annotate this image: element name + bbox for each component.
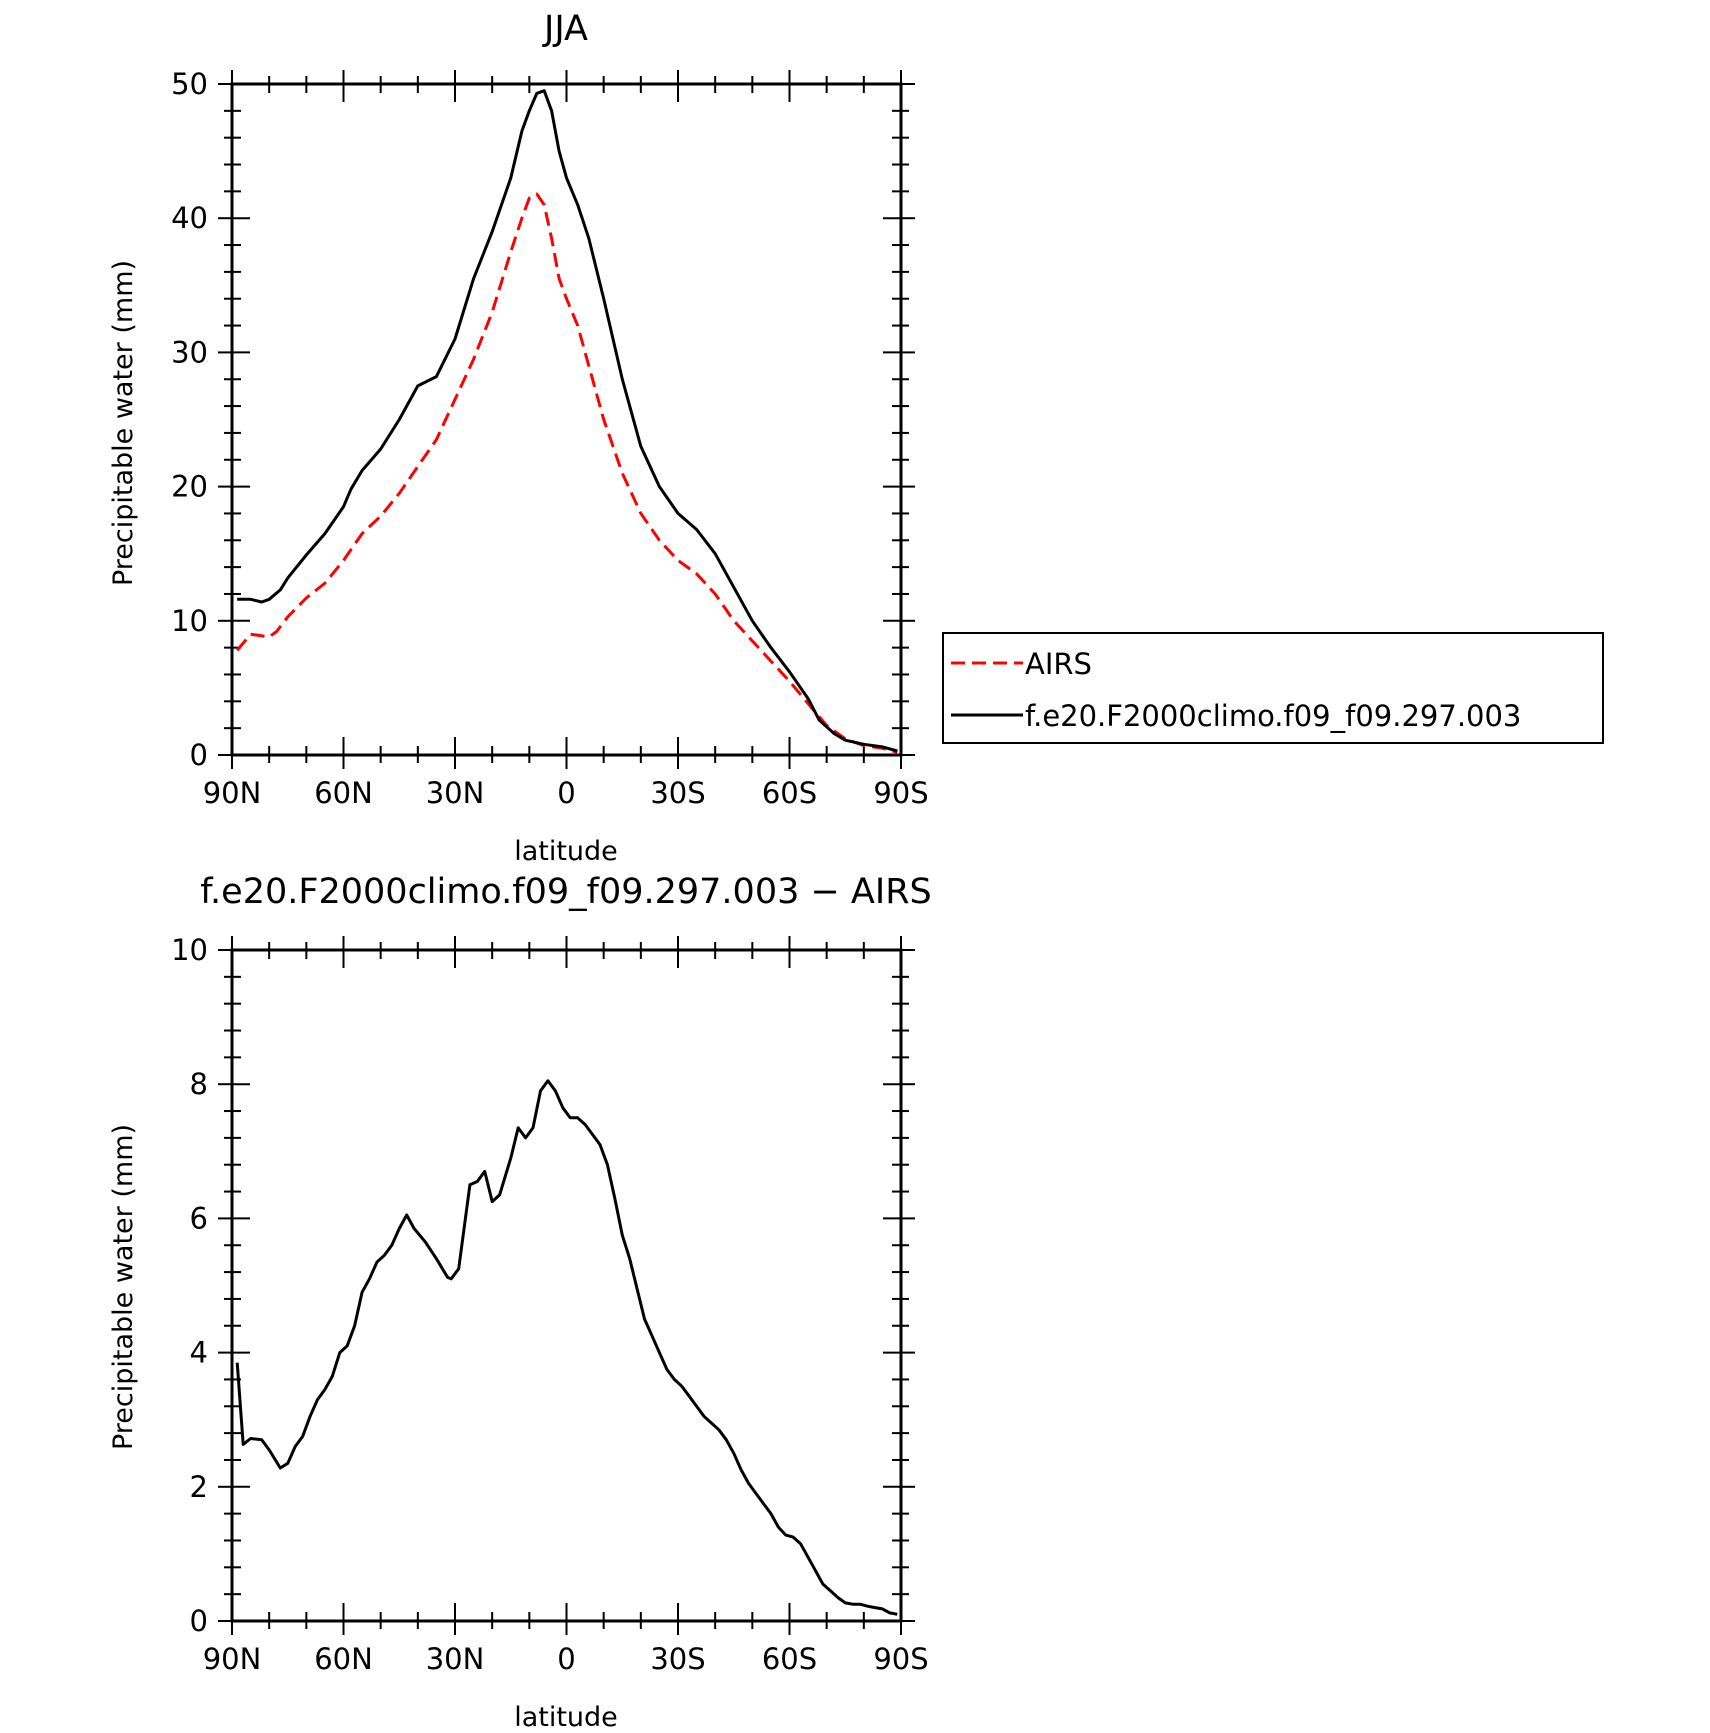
legend-label-airs: AIRS	[1025, 647, 1092, 681]
chart-title: JJA	[542, 9, 588, 49]
x-tick-label: 60N	[314, 1642, 373, 1676]
y-axis-label: Precipitable water (mm)	[108, 260, 139, 586]
y-tick-label: 30	[171, 335, 208, 369]
x-tick-label: 30S	[650, 776, 705, 810]
legend-box	[942, 632, 1604, 744]
x-tick-label: 0	[557, 1642, 575, 1676]
y-tick-label: 0	[190, 1604, 208, 1638]
axis-ticks	[218, 936, 915, 1635]
panel-bottom: f.e20.F2000climo.f09_f09.297.003 − AIRS …	[108, 872, 932, 1733]
y-tick-label: 0	[190, 738, 208, 772]
series-line-difference	[235, 1079, 898, 1616]
x-axis-label: latitude	[514, 836, 618, 867]
x-tick-label: 90N	[203, 776, 262, 810]
x-tick-label: 30N	[426, 776, 485, 810]
y-tick-label: 20	[171, 470, 208, 504]
x-tick-label: 60N	[314, 776, 373, 810]
series-line-f-e20-f2000climo-f09-f09-297-003	[237, 89, 898, 753]
tick-labels: 90N 60N 30N 0 30S 60S 90S 0 10 20 30 40 50	[171, 67, 929, 810]
x-tick-label: 0	[557, 776, 575, 810]
x-tick-label: 60S	[762, 776, 817, 810]
y-axis-label: Precipitable water (mm)	[108, 1124, 139, 1450]
x-tick-label: 90S	[873, 776, 928, 810]
legend: AIRS f.e20.F2000climo.f09_f09.297.003	[942, 632, 1604, 744]
y-tick-label: 40	[171, 201, 208, 235]
y-tick-label: 2	[190, 1470, 208, 1504]
y-tick-label: 10	[171, 933, 208, 967]
y-tick-label: 8	[190, 1067, 208, 1101]
legend-label-model: f.e20.F2000climo.f09_f09.297.003	[1025, 699, 1521, 733]
plot-frame	[230, 82, 903, 757]
plot-lines	[235, 1079, 898, 1616]
x-tick-label: 30N	[426, 1642, 485, 1676]
plot-lines	[236, 89, 898, 754]
y-tick-label: 4	[190, 1336, 208, 1370]
y-tick-label: 6	[190, 1201, 208, 1235]
plot-frame	[230, 948, 903, 1623]
x-axis-label: latitude	[514, 1702, 618, 1733]
panel-top: JJA Precipitable water (mm) latitude 90N…	[108, 9, 1604, 867]
chart-title: f.e20.F2000climo.f09_f09.297.003 − AIRS	[200, 872, 931, 912]
tick-labels: 90N 60N 30N 0 30S 60S 90S 0 2 4 6 8 10	[171, 933, 929, 1676]
x-tick-label: 60S	[762, 1642, 817, 1676]
y-tick-label: 10	[171, 604, 208, 638]
y-tick-label: 50	[171, 67, 208, 101]
series-line-airs	[236, 192, 898, 754]
x-tick-label: 90N	[203, 1642, 262, 1676]
x-tick-label: 90S	[873, 1642, 928, 1676]
x-tick-label: 30S	[650, 1642, 705, 1676]
